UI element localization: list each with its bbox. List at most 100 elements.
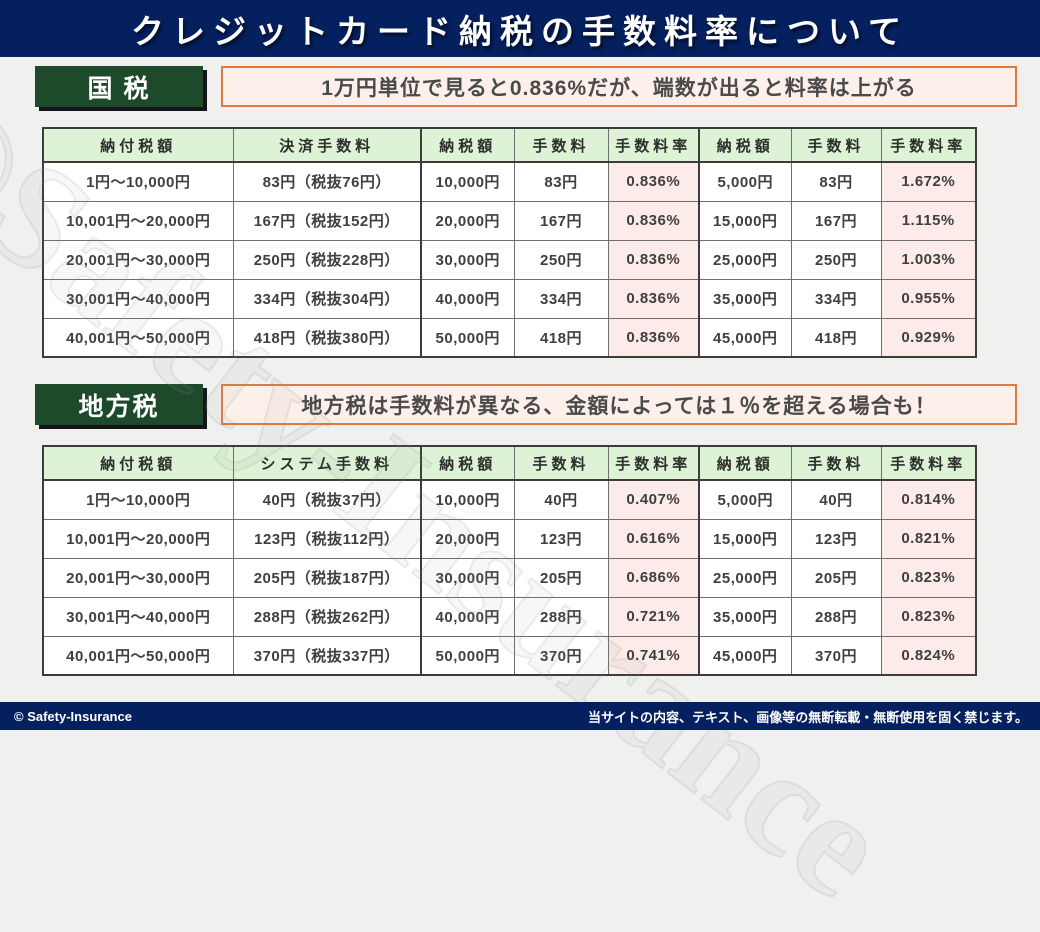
table-cell: 418円 bbox=[790, 317, 882, 358]
table-row: 20,001円～30,000円 250円（税抜228円） 30,000円 250円 0.… bbox=[42, 239, 977, 280]
column-header: 手数料率 bbox=[880, 127, 977, 163]
table-cell: 288円（税抜262円） bbox=[232, 596, 422, 637]
table-cell: 205円（税抜187円） bbox=[232, 557, 422, 598]
column-header: 納付税額 bbox=[42, 127, 234, 163]
section-national-tax: 国 税 1万円単位で見ると0.836%だが、端数が出ると料率は上がる 納付税額決… bbox=[35, 66, 1040, 358]
table-cell: 40,001円～50,000円 bbox=[42, 317, 234, 358]
table-cell: 40円 bbox=[513, 479, 609, 520]
table-cell: 250円 bbox=[790, 239, 882, 280]
table-cell: 250円 bbox=[513, 239, 609, 280]
national-tax-badge: 国 税 bbox=[35, 66, 203, 107]
column-header: 手数料率 bbox=[607, 127, 700, 163]
table-cell: 288円 bbox=[790, 596, 882, 637]
column-header: 納税額 bbox=[698, 127, 792, 163]
table-cell: 0.836% bbox=[607, 200, 700, 241]
table-row: 10,001円～20,000円 167円（税抜152円） 20,000円 167円 0.… bbox=[42, 200, 977, 241]
table-cell: 1円～10,000円 bbox=[42, 479, 234, 520]
table-cell: 0.814% bbox=[880, 479, 977, 520]
column-header: 手数料率 bbox=[880, 445, 977, 481]
table-cell: 5,000円 bbox=[698, 479, 792, 520]
table-cell: 15,000円 bbox=[698, 200, 792, 241]
table-cell: 205円 bbox=[790, 557, 882, 598]
table-cell: 50,000円 bbox=[420, 635, 515, 676]
table-cell: 334円（税抜304円） bbox=[232, 278, 422, 319]
table-header-row: 納付税額 決済手数料 納税額 手数料 手数料率 納税額 手数料 手数料率 bbox=[42, 127, 977, 163]
table-cell: 83円 bbox=[513, 161, 609, 202]
table-cell: 30,001円～40,000円 bbox=[42, 596, 234, 637]
table-cell: 1.115% bbox=[880, 200, 977, 241]
table-row: 20,001円～30,000円 205円（税抜187円） 30,000円 205円 0.… bbox=[42, 557, 977, 598]
table-cell: 83円（税抜76円） bbox=[232, 161, 422, 202]
table-cell: 0.836% bbox=[607, 161, 700, 202]
table-cell: 0.836% bbox=[607, 239, 700, 280]
table-cell: 10,000円 bbox=[420, 479, 515, 520]
footer: © Safety-Insurance 当サイトの内容、テキスト、画像等の無断転載… bbox=[0, 702, 1040, 730]
table-cell: 40円 bbox=[790, 479, 882, 520]
table-row: 10,001円～20,000円 123円（税抜112円） 20,000円 123円 0.… bbox=[42, 518, 977, 559]
table-cell: 0.836% bbox=[607, 317, 700, 358]
table-cell: 45,000円 bbox=[698, 317, 792, 358]
local-tax-note-text: 地方税は手数料が異なる、金額によっては１％を超える場合も！ bbox=[301, 394, 937, 418]
title-bar: クレジットカード納税の手数料率について bbox=[0, 0, 1040, 57]
table-cell: 35,000円 bbox=[698, 278, 792, 319]
table-cell: 0.721% bbox=[607, 596, 700, 637]
table-cell: 20,000円 bbox=[420, 200, 515, 241]
column-header: 納税額 bbox=[420, 445, 515, 481]
table-cell: 25,000円 bbox=[698, 239, 792, 280]
national-tax-fee-table: 納付税額 決済手数料 納税額 手数料 手数料率 納税額 手数料 手数料率 1円～10,000円… bbox=[42, 127, 977, 358]
table-cell: 205円 bbox=[513, 557, 609, 598]
column-header: システム手数料 bbox=[232, 445, 422, 481]
table-cell: 0.616% bbox=[607, 518, 700, 559]
copyright-text: © Safety-Insurance bbox=[14, 708, 132, 724]
table-row: 40,001円～50,000円 418円（税抜380円） 50,000円 418円 0.… bbox=[42, 317, 977, 358]
table-row: 1円～10,000円 40円（税抜37円） 10,000円 40円 0.407% 5,00… bbox=[42, 479, 977, 520]
table-cell: 5,000円 bbox=[698, 161, 792, 202]
table-cell: 123円 bbox=[790, 518, 882, 559]
table-cell: 250円（税抜228円） bbox=[232, 239, 422, 280]
table-row: 30,001円～40,000円 334円（税抜304円） 40,000円 334円 0.… bbox=[42, 278, 977, 319]
column-header: 納付税額 bbox=[42, 445, 234, 481]
table-cell: 0.821% bbox=[880, 518, 977, 559]
table-cell: 418円（税抜380円） bbox=[232, 317, 422, 358]
table-cell: 334円 bbox=[513, 278, 609, 319]
column-header: 決済手数料 bbox=[232, 127, 422, 163]
national-tax-note-text: 1万円単位で見ると0.836%だが、端数が出ると料率は上がる bbox=[321, 76, 917, 100]
table-cell: 50,000円 bbox=[420, 317, 515, 358]
table-cell: 123円 bbox=[513, 518, 609, 559]
table-cell: 0.686% bbox=[607, 557, 700, 598]
table-cell: 10,001円～20,000円 bbox=[42, 518, 234, 559]
content: 国 税 1万円単位で見ると0.836%だが、端数が出ると料率は上がる 納付税額決… bbox=[0, 57, 1040, 702]
table-cell: 334円 bbox=[790, 278, 882, 319]
local-tax-badge: 地方税 bbox=[35, 384, 203, 425]
page-title: クレジットカード納税の手数料率について bbox=[130, 12, 909, 50]
table-cell: 1円～10,000円 bbox=[42, 161, 234, 202]
column-header: 手数料 bbox=[790, 127, 882, 163]
table-cell: 0.929% bbox=[880, 317, 977, 358]
table-cell: 0.955% bbox=[880, 278, 977, 319]
table-cell: 10,000円 bbox=[420, 161, 515, 202]
table-cell: 0.824% bbox=[880, 635, 977, 676]
column-header: 手数料 bbox=[790, 445, 882, 481]
table-row: 1円～10,000円 83円（税抜76円） 10,000円 83円 0.836% 5,00… bbox=[42, 161, 977, 202]
table-cell: 123円（税抜112円） bbox=[232, 518, 422, 559]
table-cell: 35,000円 bbox=[698, 596, 792, 637]
table-cell: 20,001円～30,000円 bbox=[42, 239, 234, 280]
table-cell: 370円 bbox=[513, 635, 609, 676]
table-cell: 0.407% bbox=[607, 479, 700, 520]
column-header: 納税額 bbox=[420, 127, 515, 163]
column-header: 納税額 bbox=[698, 445, 792, 481]
column-header: 手数料 bbox=[513, 127, 609, 163]
table-cell: 10,001円～20,000円 bbox=[42, 200, 234, 241]
table-cell: 30,001円～40,000円 bbox=[42, 278, 234, 319]
table-cell: 1.672% bbox=[880, 161, 977, 202]
column-header: 手数料 bbox=[513, 445, 609, 481]
table-cell: 40円（税抜37円） bbox=[232, 479, 422, 520]
table-cell: 30,000円 bbox=[420, 557, 515, 598]
table-cell: 25,000円 bbox=[698, 557, 792, 598]
national-tax-section-header: 国 税 1万円単位で見ると0.836%だが、端数が出ると料率は上がる bbox=[35, 66, 1017, 107]
table-cell: 40,000円 bbox=[420, 278, 515, 319]
local-tax-fee-table: 納付税額 システム手数料 納税額 手数料 手数料率 納税額 手数料 手数料率 1円～10,00… bbox=[42, 445, 977, 676]
column-header: 手数料率 bbox=[607, 445, 700, 481]
table-cell: 370円 bbox=[790, 635, 882, 676]
